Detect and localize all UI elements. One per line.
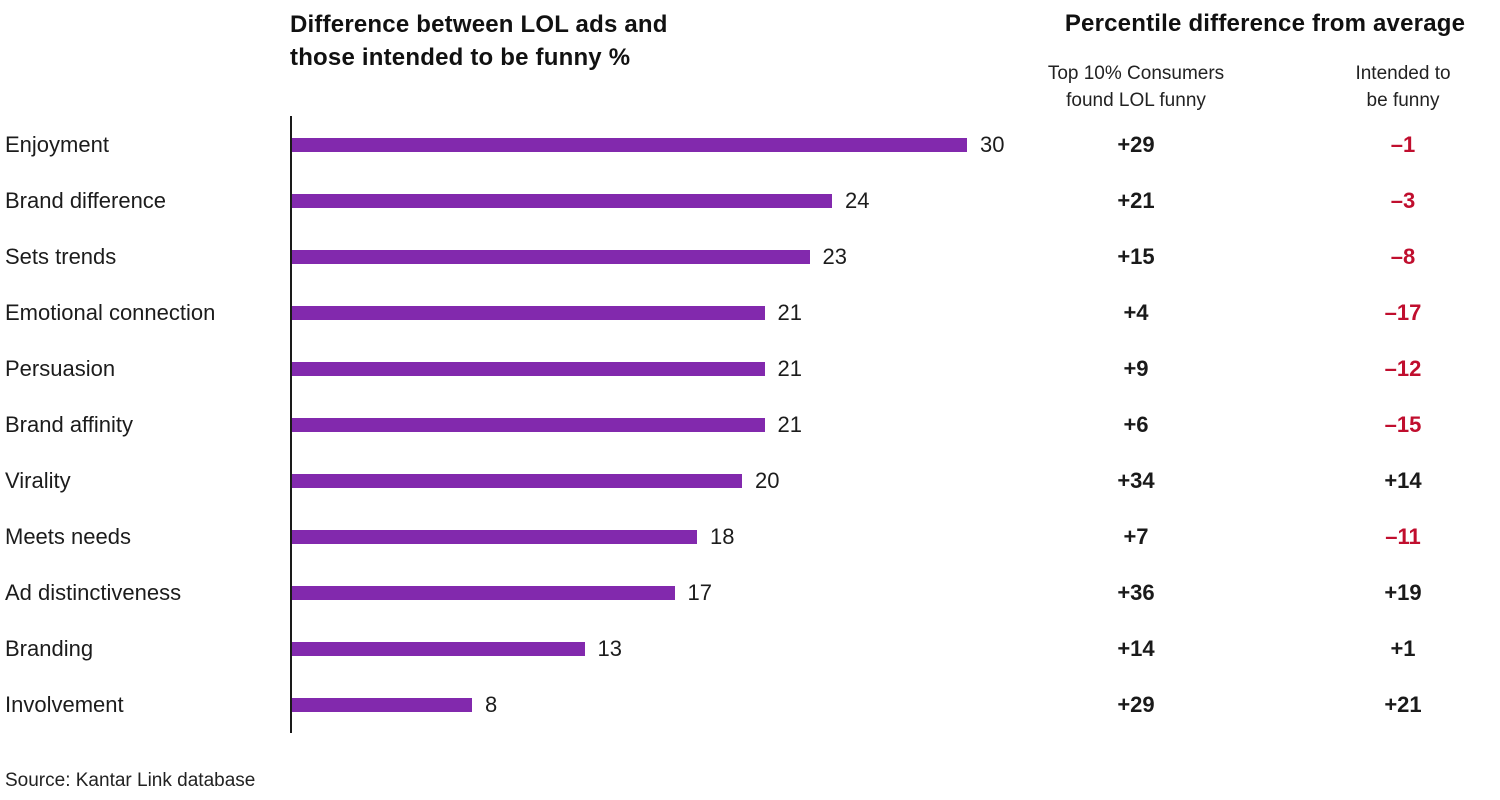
intended-value: –15 (1384, 412, 1422, 437)
bar-value-label: 23 (822, 244, 847, 269)
category-label: Sets trends (5, 244, 117, 269)
column-header-intended: Intended to be funny (1293, 60, 1500, 114)
bar (292, 362, 765, 376)
category-label: Ad distinctiveness (5, 580, 182, 605)
bar (292, 530, 697, 544)
column-header-intended-line1: Intended to (1355, 63, 1451, 84)
bar (292, 586, 675, 600)
intended-value: –11 (1385, 524, 1421, 549)
intended-value: +19 (1384, 580, 1422, 605)
bar (292, 418, 765, 432)
top10-value: +36 (1117, 580, 1155, 605)
bar (292, 250, 810, 264)
top10-value: +14 (1117, 636, 1155, 661)
top10-value: +15 (1117, 244, 1155, 269)
column-header-top10: Top 10% Consumers found LOL funny (1026, 60, 1246, 114)
bar-value-label: 17 (687, 580, 712, 605)
bar-value-label: 20 (755, 468, 780, 493)
intended-value: –8 (1390, 244, 1416, 269)
top10-value: +29 (1117, 132, 1155, 157)
bar (292, 474, 742, 488)
bar-value-label: 21 (777, 412, 802, 437)
category-label: Enjoyment (5, 132, 109, 157)
chart-title-left-line2: those intended to be funny % (290, 44, 631, 71)
top10-value: +4 (1123, 300, 1149, 325)
bar-value-label: 21 (777, 356, 802, 381)
chart-title-left-line1: Difference between LOL ads and (290, 11, 668, 38)
top10-value: +9 (1123, 356, 1149, 381)
category-label: Meets needs (5, 524, 131, 549)
bar-value-label: 24 (845, 188, 870, 213)
intended-value: +21 (1384, 692, 1422, 717)
source-note: Source: Kantar Link database (5, 770, 256, 791)
bar-value-label: 30 (980, 132, 1005, 157)
bar (292, 138, 967, 152)
chart-title-left: Difference between LOL ads and those int… (290, 8, 668, 74)
top10-value: +29 (1117, 692, 1155, 717)
column-header-intended-line2: be funny (1366, 90, 1440, 111)
category-label: Brand affinity (5, 412, 134, 437)
intended-value: –1 (1390, 132, 1416, 157)
category-label: Persuasion (5, 356, 116, 381)
bar-value-label: 18 (710, 524, 735, 549)
category-label: Emotional connection (5, 300, 216, 325)
intended-value: +1 (1390, 636, 1416, 661)
bar (292, 306, 765, 320)
top10-value: +34 (1117, 468, 1155, 493)
column-header-top10-line2: found LOL funny (1066, 90, 1206, 111)
top10-value: +7 (1123, 524, 1149, 549)
top10-value: +6 (1123, 412, 1149, 437)
column-header-top10-line1: Top 10% Consumers (1047, 63, 1225, 84)
chart-title-right: Percentile difference from average (1064, 10, 1466, 37)
category-label: Brand difference (5, 188, 167, 213)
category-label: Branding (5, 636, 94, 661)
y-axis-line (290, 116, 292, 733)
intended-value: +14 (1384, 468, 1422, 493)
intended-value: –3 (1390, 188, 1416, 213)
bar (292, 698, 472, 712)
intended-value: –12 (1384, 356, 1422, 381)
bar (292, 642, 585, 656)
bar (292, 194, 832, 208)
bar-value-label: 8 (485, 692, 498, 717)
intended-value: –17 (1384, 300, 1422, 325)
top10-value: +21 (1117, 188, 1155, 213)
category-label: Virality (5, 468, 71, 493)
bar-value-label: 13 (597, 636, 622, 661)
bar-value-label: 21 (777, 300, 802, 325)
category-label: Involvement (5, 692, 124, 717)
